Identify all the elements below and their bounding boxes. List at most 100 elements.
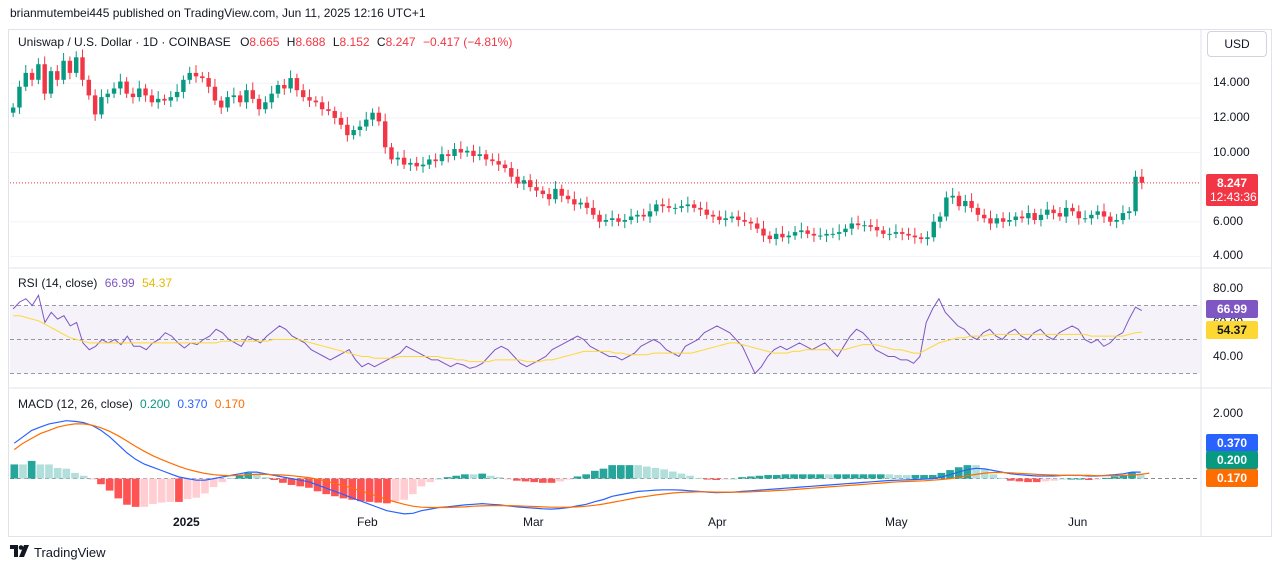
- macd-histogram-bar: [556, 478, 565, 482]
- candle: [1026, 213, 1031, 219]
- macd-histogram-bar: [296, 478, 305, 487]
- candle: [565, 195, 571, 200]
- candle: [868, 225, 873, 227]
- candle: [666, 206, 672, 208]
- macd-histogram-bar: [513, 478, 521, 481]
- candle: [704, 209, 709, 215]
- macd-histogram-bar: [374, 478, 383, 503]
- macd-histogram-bar: [1119, 475, 1128, 479]
- candle: [250, 90, 255, 99]
- signal-line: [13, 423, 1150, 509]
- countdown-value: 12:43:36: [1210, 190, 1257, 204]
- macd-histogram-bar: [166, 478, 175, 502]
- candle: [843, 228, 848, 233]
- candle: [86, 79, 92, 96]
- candle: [975, 207, 981, 215]
- macd-histogram-bar: [738, 477, 746, 479]
- macd-histogram-bar: [192, 478, 201, 498]
- high-label: H: [286, 35, 296, 49]
- candle: [717, 216, 722, 220]
- price-tick-label: 12.000: [1213, 109, 1250, 124]
- macd-histogram-bar: [322, 478, 331, 495]
- macd-histogram-bar: [816, 474, 824, 479]
- macd-histogram-bar: [824, 474, 833, 479]
- candle: [572, 199, 577, 205]
- macd-histogram-bar: [53, 467, 62, 479]
- candle: [301, 90, 306, 98]
- rsi-line: [12, 294, 1143, 375]
- candle: [654, 204, 659, 212]
- macd-tick-label: 2.000: [1213, 406, 1244, 421]
- candle: [256, 98, 262, 110]
- macd-histogram-bar: [989, 474, 998, 479]
- macd-histogram-bar: [521, 478, 530, 482]
- candle: [773, 233, 779, 240]
- macd-histogram-bar: [1058, 478, 1067, 480]
- candle: [99, 97, 104, 115]
- candle: [855, 223, 861, 226]
- low-value: 8.152: [339, 35, 370, 49]
- macd-name[interactable]: MACD (12, 26, close): [18, 397, 133, 411]
- symbol-label[interactable]: Uniswap / U.S. Dollar · 1D · COINBASE: [18, 35, 231, 49]
- candle: [1000, 218, 1006, 222]
- candle: [893, 232, 899, 234]
- rsi-legend: RSI (14, close) 66.99 54.37: [18, 276, 172, 290]
- macd-histogram-bar: [833, 474, 842, 479]
- candle: [23, 72, 28, 87]
- candle: [685, 204, 691, 207]
- candle: [635, 214, 640, 217]
- macd-histogram-bar: [227, 477, 235, 479]
- macd-histogram-bar: [582, 474, 590, 479]
- macd-histogram-bar: [911, 475, 920, 479]
- rsi-ma-line: [13, 315, 1142, 363]
- macd-histogram-bar: [495, 477, 504, 479]
- candle: [395, 157, 400, 160]
- macd-histogram-bar: [902, 475, 911, 479]
- candle: [143, 88, 148, 96]
- candle: [490, 159, 495, 162]
- macd-histogram-bar: [651, 467, 660, 479]
- macd-histogram-bar: [1006, 478, 1015, 481]
- macd-histogram-bar: [963, 465, 972, 479]
- candle: [553, 188, 558, 200]
- macd-histogram-bar: [972, 465, 980, 479]
- candle: [584, 202, 590, 208]
- macd-histogram-bar: [218, 478, 227, 483]
- macd-histogram-bar: [131, 478, 140, 507]
- candle: [219, 100, 224, 108]
- macd-histogram-bar: [114, 478, 123, 499]
- macd-histogram-bar: [894, 475, 902, 479]
- last-price-tag: 8.247 12:43:36: [1206, 174, 1258, 206]
- candle: [849, 223, 854, 229]
- candle: [874, 226, 880, 231]
- main-legend: Uniswap / U.S. Dollar · 1D · COINBASE O8…: [18, 35, 512, 49]
- rsi-name[interactable]: RSI (14, close): [18, 276, 98, 290]
- macd-histogram-bar: [435, 478, 443, 480]
- candle: [1127, 211, 1132, 214]
- macd-histogram-bar: [62, 468, 71, 479]
- macd-histogram-bar: [478, 473, 487, 479]
- candle: [811, 233, 817, 236]
- macd-histogram-bar: [149, 478, 157, 505]
- macd-line-value: 0.370: [177, 397, 208, 411]
- candle: [458, 149, 464, 153]
- macd-histogram-bar: [937, 472, 946, 479]
- macd-histogram-bar: [400, 478, 409, 500]
- candle: [994, 218, 1000, 224]
- candle: [193, 72, 199, 77]
- candle: [1120, 213, 1126, 220]
- candle: [679, 206, 684, 208]
- macd-histogram-bar: [175, 478, 183, 502]
- candle: [528, 180, 533, 188]
- close-label: C: [376, 35, 386, 49]
- tradingview-footer[interactable]: TradingView: [10, 545, 106, 560]
- currency-button[interactable]: USD: [1207, 31, 1267, 57]
- macd-histogram-bar: [720, 478, 729, 480]
- macd-histogram-bar: [850, 474, 859, 479]
- close-value: 8.247: [385, 35, 416, 49]
- candle: [887, 233, 892, 235]
- candle: [1038, 214, 1044, 220]
- macd-histogram-bar: [487, 475, 495, 479]
- macd-histogram-bar: [244, 472, 253, 479]
